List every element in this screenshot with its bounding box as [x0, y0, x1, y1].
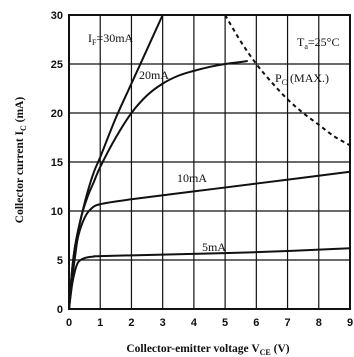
x-tick-label: 8 — [316, 317, 322, 329]
label-5ma: 5mA — [202, 240, 226, 254]
x-axis-title: Collector-emitter voltage VCE (V) — [126, 343, 289, 357]
curves — [68, 14, 351, 310]
y-tick-label: 30 — [51, 10, 63, 22]
x-tick-labels: 0 1 2 3 4 5 6 7 8 9 — [66, 317, 353, 329]
curve-5ma — [68, 247, 351, 310]
label-pc-max: PC (MAX.) — [275, 71, 329, 87]
x-tick-label: 9 — [347, 317, 353, 329]
y-tick-label: 15 — [51, 157, 63, 169]
y-axis-title: Collector current IC (mA) — [14, 97, 28, 224]
y-tick-label: 5 — [57, 255, 63, 267]
x-tick-label: 7 — [284, 317, 290, 329]
x-tick-label: 1 — [97, 317, 103, 329]
label-if-30ma: IF=30mA — [88, 31, 134, 47]
curve-labels: IF=30mA 20mA 10mA 5mA PC (MAX.) — [88, 31, 329, 254]
y-tick-label: 0 — [57, 304, 63, 316]
plot-frame — [68, 14, 351, 310]
x-tick-label: 4 — [191, 317, 198, 329]
curve-20ma — [68, 60, 248, 310]
x-tick-label: 3 — [160, 317, 166, 329]
x-tick-label: 5 — [222, 317, 228, 329]
label-20ma: 20mA — [139, 68, 169, 82]
label-10ma: 10mA — [177, 171, 207, 185]
y-tick-label: 25 — [51, 59, 63, 71]
y-tick-label: 10 — [51, 206, 63, 218]
curve-pc-max — [224, 14, 351, 147]
y-tick-labels: 0 5 10 15 20 25 30 — [51, 10, 63, 316]
plot-border — [68, 14, 351, 310]
x-tick-label: 2 — [128, 317, 134, 329]
temperature-annotation: Ta=25°C — [297, 35, 339, 51]
x-tick-label: 0 — [66, 317, 72, 329]
grid — [69, 15, 350, 309]
curve-10ma — [68, 170, 351, 310]
x-tick-label: 6 — [253, 317, 259, 329]
y-tick-label: 20 — [51, 108, 63, 120]
